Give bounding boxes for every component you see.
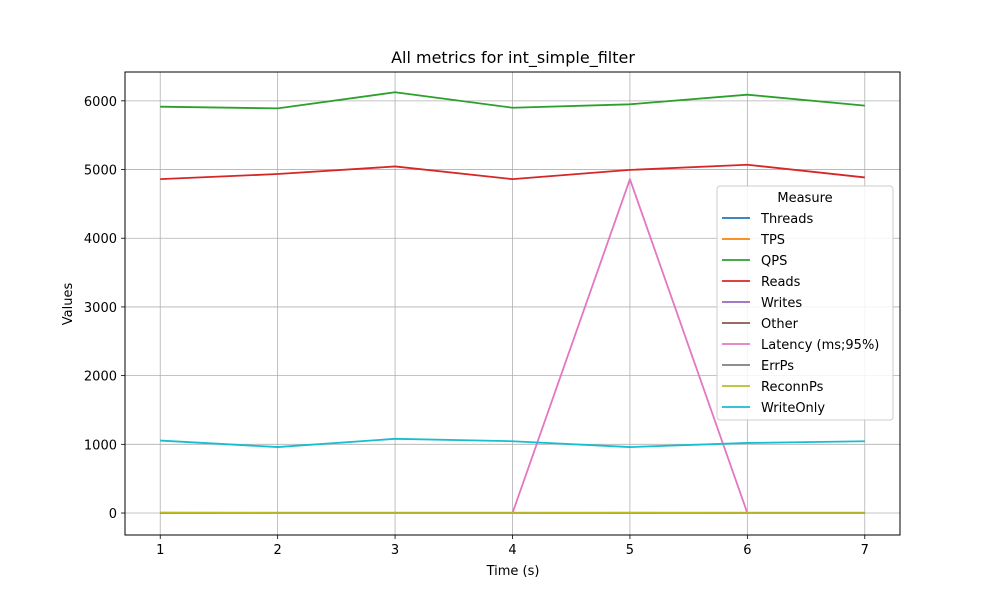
legend-item-latency-ms-95: Latency (ms;95%)	[722, 338, 879, 353]
legend-item-threads: Threads	[722, 212, 813, 227]
legend-item-tps: TPS	[722, 233, 785, 248]
legend-title: Measure	[777, 191, 832, 206]
x-tick-label: 2	[274, 543, 282, 558]
series-line-qps	[160, 91, 865, 110]
legend-label: WriteOnly	[761, 401, 825, 416]
legend-label: Reads	[761, 275, 801, 290]
y-tick-label: 4000	[84, 232, 117, 247]
legend-item-qps: QPS	[722, 254, 787, 269]
legend-item-reads: Reads	[722, 275, 801, 290]
legend-label: ErrPs	[761, 359, 794, 374]
chart-title: All metrics for int_simple_filter	[391, 48, 635, 68]
y-tick-label: 2000	[84, 370, 117, 385]
legend-item-other: Other	[722, 317, 799, 332]
legend-item-reconnps: ReconnPs	[722, 380, 824, 395]
y-axis-label: Values	[61, 283, 76, 326]
legend-item-errps: ErrPs	[722, 359, 794, 374]
x-axis-label: Time (s)	[486, 564, 540, 579]
legend-item-writeonly: WriteOnly	[722, 401, 825, 416]
legend-box	[716, 185, 894, 421]
x-tick-label: 6	[743, 543, 751, 558]
x-tick-label: 1	[156, 543, 164, 558]
series-line-reads	[160, 163, 865, 181]
y-tick-label: 5000	[84, 164, 117, 179]
legend: Measure Threads TPS QPS Reads Writes Other Lat…	[716, 185, 894, 421]
y-tick-label: 0	[109, 507, 117, 522]
x-tick-label: 4	[508, 543, 516, 558]
y-tick-label: 3000	[84, 301, 117, 316]
series-line-writeonly	[160, 437, 865, 448]
x-tick-label: 5	[626, 543, 634, 558]
legend-label: QPS	[761, 254, 787, 269]
series-lines	[160, 91, 865, 514]
x-tick-label: 3	[391, 543, 399, 558]
axis-ticks: 1 2 3 4 5 6 7 0 1000 2000 3000 4000 5000 6000	[84, 95, 869, 558]
legend-label: Threads	[760, 212, 813, 227]
legend-item-writes: Writes	[722, 296, 802, 311]
series-line-latency-ms-95	[511, 178, 749, 514]
y-tick-label: 1000	[84, 438, 117, 453]
x-tick-label: 7	[861, 543, 869, 558]
legend-entries: Threads TPS QPS Reads Writes Other Latency (ms…	[722, 212, 879, 416]
legend-label: Latency (ms;95%)	[761, 338, 879, 353]
legend-label: Writes	[761, 296, 802, 311]
legend-label: TPS	[760, 233, 785, 248]
legend-label: ReconnPs	[761, 380, 824, 395]
legend-label: Other	[761, 317, 799, 332]
y-tick-label: 6000	[84, 95, 117, 110]
